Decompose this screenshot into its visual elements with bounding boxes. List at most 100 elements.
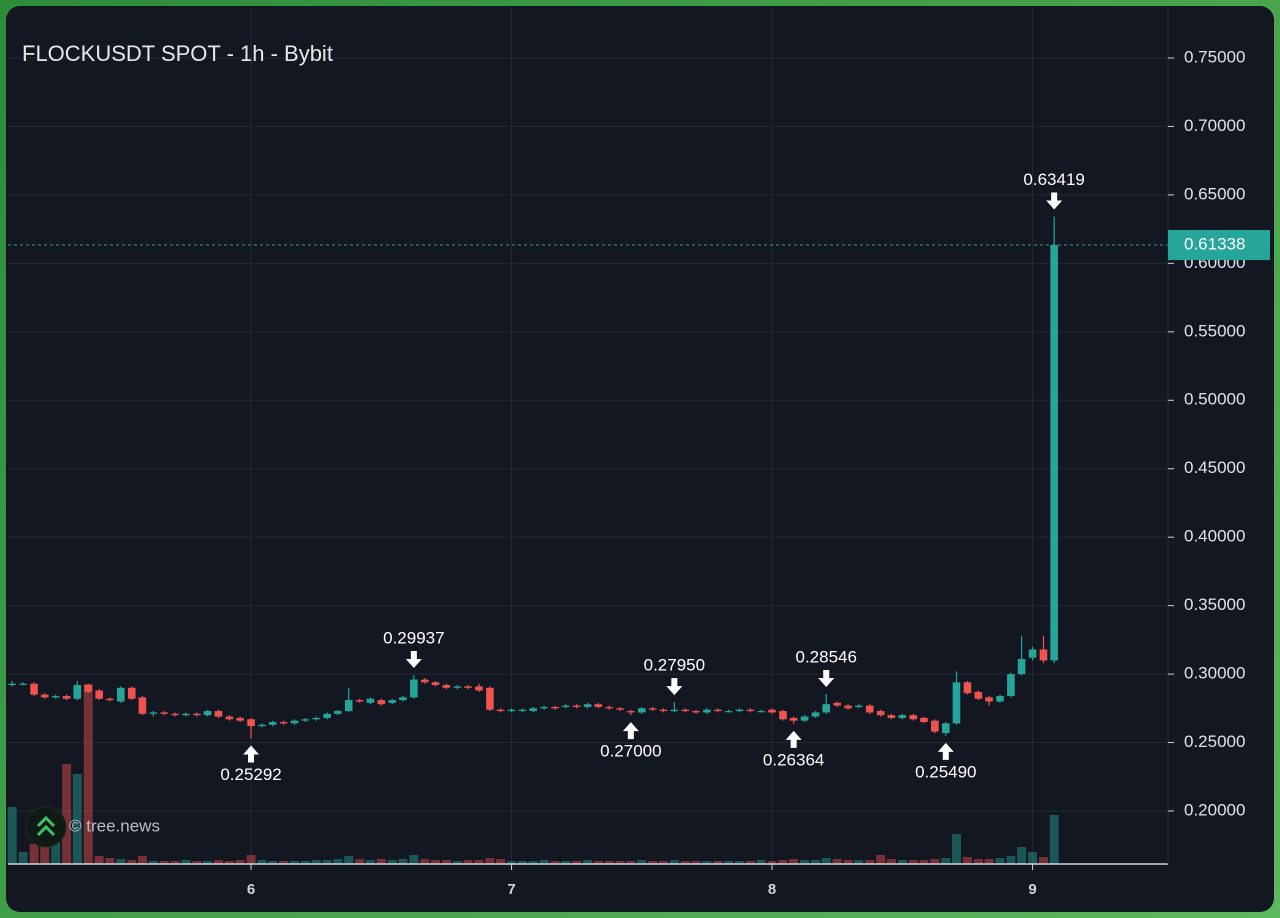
candle-body (561, 705, 570, 707)
volume-bar (257, 860, 267, 864)
candle-body (572, 705, 581, 707)
annotation-arrow (622, 722, 639, 740)
volume-bar (865, 860, 875, 864)
candle-body (974, 691, 983, 699)
candle-body (811, 712, 820, 717)
candle-body (62, 696, 71, 699)
candle-body (247, 719, 255, 727)
candle-body (507, 709, 516, 712)
candle-body (963, 682, 972, 694)
candle-body (1050, 245, 1058, 661)
volume-bar (756, 860, 766, 864)
volume-bar (843, 860, 853, 864)
candle-body (268, 722, 277, 725)
volume-bar (604, 861, 614, 864)
watermark: © tree.news (69, 816, 160, 835)
volume-bar (1049, 815, 1059, 864)
volume-bar (995, 858, 1005, 864)
annotation-label: 0.28546 (795, 647, 856, 666)
volume-bar (734, 861, 744, 864)
candle-body (703, 709, 711, 713)
volume-bar (941, 858, 951, 864)
candle-body (1028, 649, 1037, 658)
y-tick-label: 0.50000 (1184, 390, 1245, 409)
volume-bar (355, 859, 365, 864)
logo-chevron (36, 815, 56, 828)
volume-bar (279, 861, 289, 864)
volume-bar (1028, 852, 1038, 864)
volume-bar (51, 834, 61, 864)
candle-body (876, 711, 885, 716)
volume-bar (713, 861, 723, 864)
volume-bar (800, 860, 810, 864)
volume-bar (821, 858, 831, 864)
volume-bar (224, 861, 234, 864)
candle-body (388, 700, 397, 703)
candle-body (518, 709, 527, 712)
candle-body (160, 712, 169, 714)
y-tick-label: 0.40000 (1184, 527, 1245, 546)
volume-bar (507, 861, 517, 864)
volume-bar (886, 859, 896, 864)
x-tick-label: 6 (247, 881, 255, 898)
volume-bar (376, 859, 386, 864)
candle-body (714, 709, 722, 712)
volume-bar (311, 860, 321, 864)
candle-body (258, 724, 266, 727)
volume-bar (159, 861, 169, 864)
candle-body (941, 723, 950, 733)
volume-bar (387, 860, 397, 864)
annotation-arrow (1046, 192, 1063, 210)
candle-body (594, 704, 603, 707)
candle-body (344, 700, 353, 712)
volume-bar (344, 856, 354, 864)
candle-body (1007, 674, 1015, 697)
candle-body (19, 683, 27, 685)
volume-bar (973, 859, 983, 864)
candle-body (486, 687, 494, 710)
volume-bar (962, 857, 972, 864)
logo-chevron (36, 824, 56, 837)
volume-bar (561, 861, 571, 864)
candle-body (551, 706, 559, 709)
annotation-arrow (785, 730, 802, 748)
candle-body (670, 709, 679, 712)
volume-bar (94, 856, 104, 864)
volume-bar (593, 861, 603, 864)
candle-body (149, 712, 158, 714)
annotation-arrow (243, 745, 260, 763)
candle-body (203, 711, 212, 716)
candle-body (822, 704, 831, 713)
volume-bar (463, 860, 473, 864)
volume-bar (1017, 847, 1027, 864)
volume-bar (72, 774, 82, 864)
annotation-label: 0.27950 (644, 656, 705, 675)
candle-body (138, 697, 147, 714)
candle-body (464, 686, 472, 688)
candle-body (833, 702, 841, 706)
candle-body (887, 715, 896, 718)
candle-body (95, 690, 103, 699)
candle-body (40, 694, 49, 698)
candle-body (779, 711, 787, 720)
candle-body (355, 700, 364, 702)
candle-body (301, 719, 310, 721)
candle-body (648, 708, 657, 710)
candle-body (909, 715, 918, 720)
volume-bar (474, 860, 484, 864)
candle-body (323, 713, 331, 718)
candle-body (854, 705, 863, 707)
volume-bar (137, 856, 147, 864)
candle-body (431, 682, 440, 686)
volume-bar (767, 861, 777, 864)
y-tick-label: 0.35000 (1184, 595, 1245, 614)
candle-body (800, 716, 809, 721)
volume-bar (658, 861, 668, 864)
candle-body (84, 685, 93, 692)
volume-bar (951, 834, 961, 864)
candle-body (844, 705, 852, 709)
y-tick-label: 0.75000 (1184, 47, 1245, 66)
last-price-box (1168, 230, 1270, 261)
